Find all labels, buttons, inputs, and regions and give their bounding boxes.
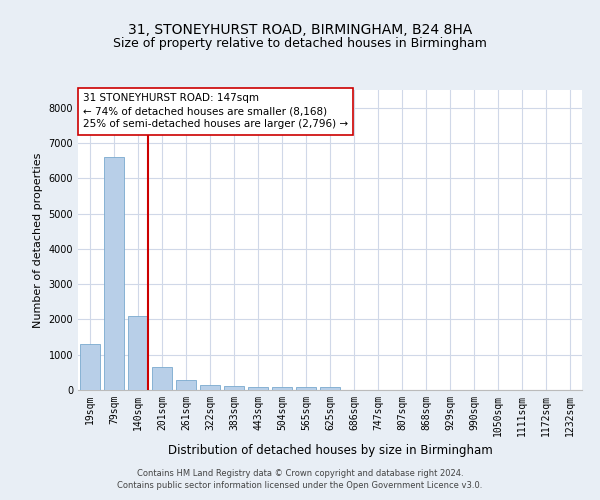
Bar [248,387,268,390]
Bar [200,385,220,390]
Bar [320,387,340,390]
Bar [272,387,292,390]
Bar [104,157,124,390]
Bar [224,386,244,390]
Text: 31, STONEYHURST ROAD, BIRMINGHAM, B24 8HA: 31, STONEYHURST ROAD, BIRMINGHAM, B24 8H… [128,22,472,36]
Bar [176,380,196,390]
Text: 31 STONEYHURST ROAD: 147sqm
← 74% of detached houses are smaller (8,168)
25% of : 31 STONEYHURST ROAD: 147sqm ← 74% of det… [83,93,348,130]
Bar [152,366,172,390]
Y-axis label: Number of detached properties: Number of detached properties [33,152,43,328]
X-axis label: Distribution of detached houses by size in Birmingham: Distribution of detached houses by size … [167,444,493,458]
Bar [80,344,100,390]
Text: Contains HM Land Registry data © Crown copyright and database right 2024.
Contai: Contains HM Land Registry data © Crown c… [118,468,482,490]
Bar [128,316,148,390]
Bar [296,387,316,390]
Text: Size of property relative to detached houses in Birmingham: Size of property relative to detached ho… [113,38,487,51]
